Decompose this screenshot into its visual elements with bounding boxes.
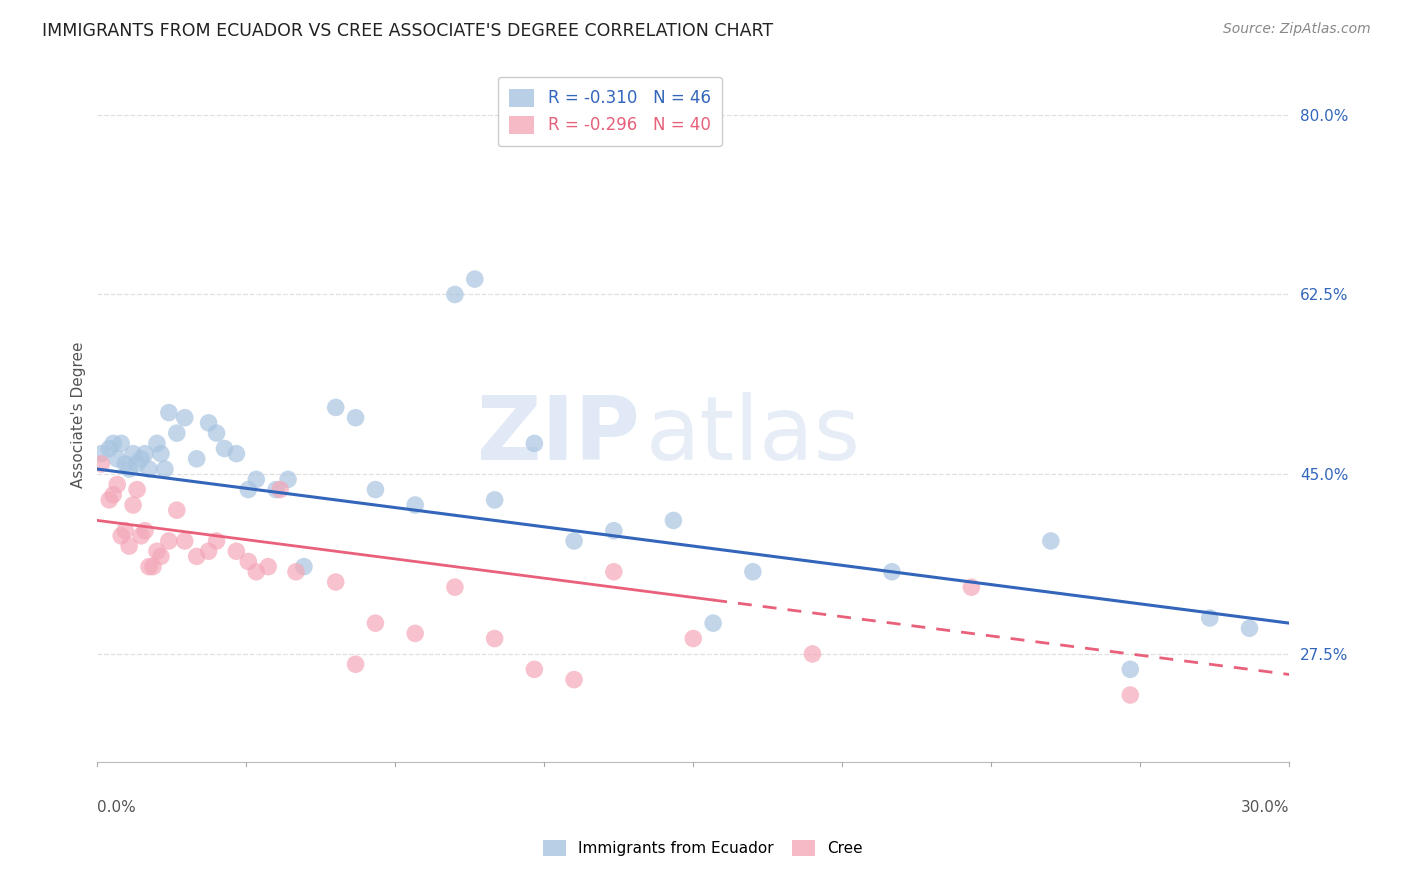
- Point: [225, 544, 247, 558]
- Text: IMMIGRANTS FROM ECUADOR VS CREE ASSOCIATE'S DEGREE CORRELATION CHART: IMMIGRANTS FROM ECUADOR VS CREE ASSOCIAT…: [42, 22, 773, 40]
- Point: [134, 524, 156, 538]
- Point: [702, 616, 724, 631]
- Point: [245, 472, 267, 486]
- Point: [205, 533, 228, 548]
- Point: [214, 442, 236, 456]
- Point: [1239, 621, 1261, 635]
- Point: [238, 554, 260, 568]
- Point: [404, 498, 426, 512]
- Text: Source: ZipAtlas.com: Source: ZipAtlas.com: [1223, 22, 1371, 37]
- Y-axis label: Associate's Degree: Associate's Degree: [72, 342, 86, 489]
- Point: [197, 544, 219, 558]
- Point: [122, 498, 145, 512]
- Point: [118, 462, 141, 476]
- Point: [138, 462, 160, 476]
- Point: [801, 647, 824, 661]
- Point: [98, 492, 121, 507]
- Text: 0.0%: 0.0%: [97, 800, 136, 815]
- Point: [484, 632, 506, 646]
- Point: [110, 529, 132, 543]
- Point: [166, 503, 188, 517]
- Point: [129, 451, 152, 466]
- Point: [197, 416, 219, 430]
- Point: [1039, 533, 1062, 548]
- Point: [741, 565, 763, 579]
- Point: [562, 533, 585, 548]
- Point: [562, 673, 585, 687]
- Point: [603, 524, 626, 538]
- Text: ZIP: ZIP: [477, 392, 640, 479]
- Point: [125, 483, 148, 497]
- Point: [285, 565, 308, 579]
- Point: [257, 559, 280, 574]
- Point: [404, 626, 426, 640]
- Point: [105, 451, 128, 466]
- Text: 30.0%: 30.0%: [1240, 800, 1289, 815]
- Point: [1119, 688, 1142, 702]
- Text: atlas: atlas: [645, 392, 860, 479]
- Point: [166, 426, 188, 441]
- Point: [364, 483, 387, 497]
- Point: [880, 565, 903, 579]
- Point: [142, 559, 165, 574]
- Point: [114, 457, 136, 471]
- Point: [186, 549, 208, 564]
- Point: [129, 529, 152, 543]
- Point: [146, 436, 169, 450]
- Point: [523, 436, 546, 450]
- Point: [444, 287, 467, 301]
- Point: [157, 533, 180, 548]
- Point: [173, 533, 195, 548]
- Point: [90, 457, 112, 471]
- Point: [264, 483, 287, 497]
- Point: [90, 447, 112, 461]
- Point: [122, 447, 145, 461]
- Point: [103, 436, 125, 450]
- Point: [325, 575, 347, 590]
- Point: [114, 524, 136, 538]
- Point: [110, 436, 132, 450]
- Point: [205, 426, 228, 441]
- Point: [103, 488, 125, 502]
- Point: [146, 544, 169, 558]
- Point: [484, 492, 506, 507]
- Point: [118, 539, 141, 553]
- Point: [1198, 611, 1220, 625]
- Point: [149, 447, 172, 461]
- Point: [523, 662, 546, 676]
- Point: [662, 513, 685, 527]
- Point: [464, 272, 486, 286]
- Point: [173, 410, 195, 425]
- Point: [444, 580, 467, 594]
- Point: [269, 483, 291, 497]
- Legend: R = -0.310   N = 46, R = -0.296   N = 40: R = -0.310 N = 46, R = -0.296 N = 40: [498, 77, 723, 146]
- Point: [134, 447, 156, 461]
- Point: [186, 451, 208, 466]
- Point: [238, 483, 260, 497]
- Point: [98, 442, 121, 456]
- Point: [277, 472, 299, 486]
- Point: [325, 401, 347, 415]
- Point: [344, 410, 367, 425]
- Point: [292, 559, 315, 574]
- Point: [344, 657, 367, 672]
- Point: [225, 447, 247, 461]
- Point: [149, 549, 172, 564]
- Point: [1119, 662, 1142, 676]
- Point: [153, 462, 176, 476]
- Point: [603, 565, 626, 579]
- Point: [245, 565, 267, 579]
- Legend: Immigrants from Ecuador, Cree: Immigrants from Ecuador, Cree: [537, 834, 869, 862]
- Point: [105, 477, 128, 491]
- Point: [364, 616, 387, 631]
- Point: [125, 457, 148, 471]
- Point: [682, 632, 704, 646]
- Point: [138, 559, 160, 574]
- Point: [960, 580, 983, 594]
- Point: [157, 406, 180, 420]
